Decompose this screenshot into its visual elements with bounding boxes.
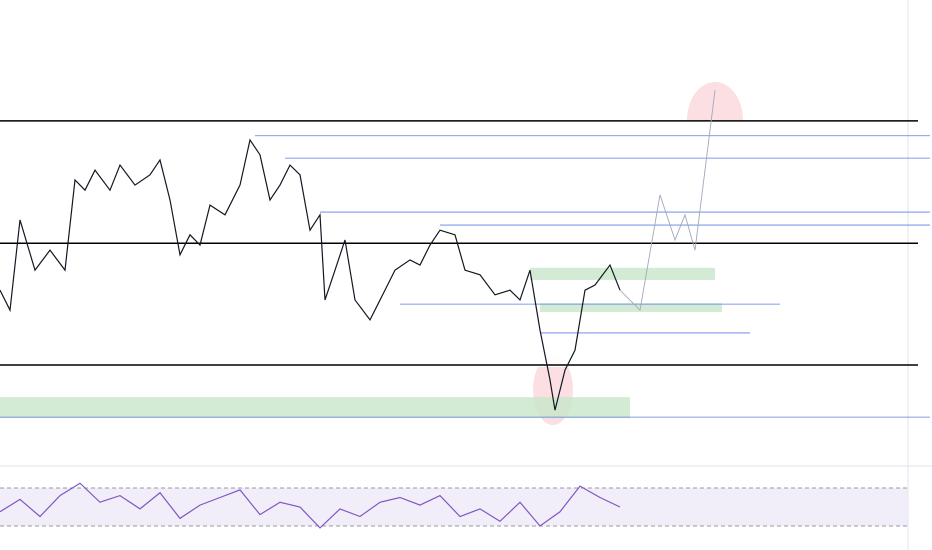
price-line bbox=[0, 482, 621, 529]
arc-mask bbox=[680, 121, 750, 161]
arc-mask bbox=[530, 345, 576, 367]
price-line bbox=[0, 138, 621, 411]
rsi-band bbox=[0, 488, 908, 526]
demand-zone bbox=[540, 303, 722, 313]
price-line bbox=[619, 90, 716, 312]
demand-zone bbox=[530, 267, 715, 280]
demand-zone bbox=[0, 397, 630, 419]
